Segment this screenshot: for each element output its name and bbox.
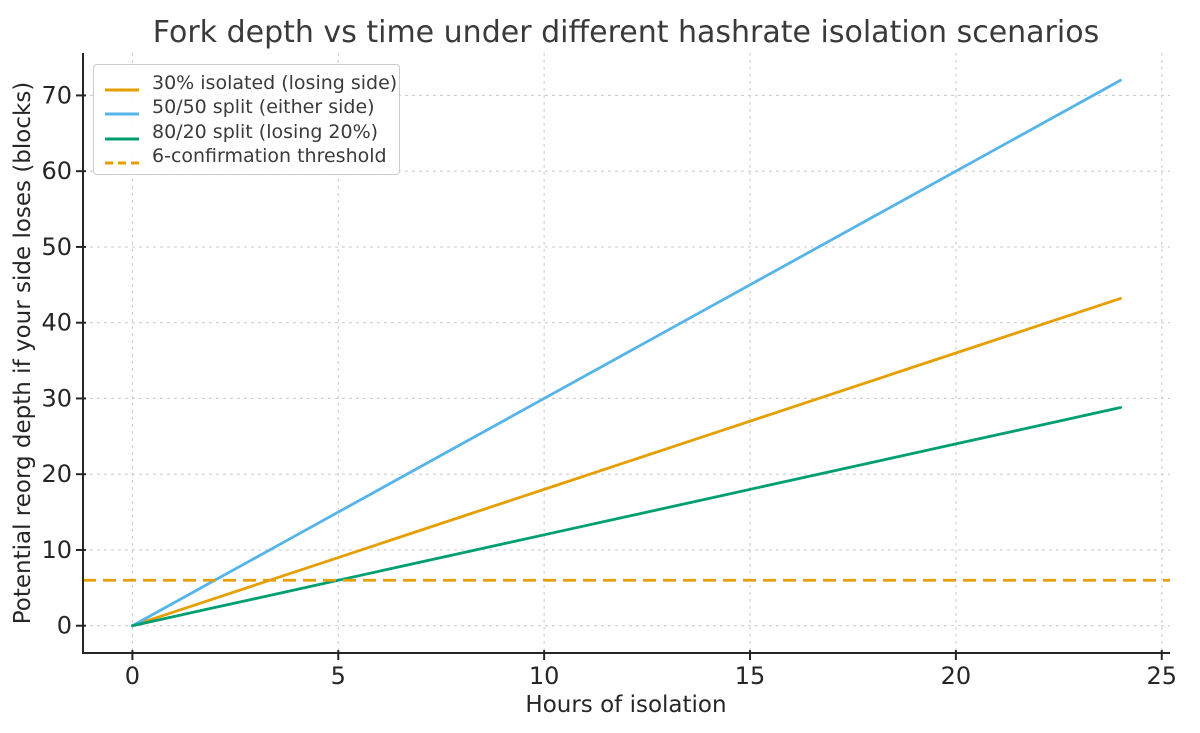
- x-tick-label: 5: [331, 662, 346, 690]
- legend-item: 30% isolated (losing side): [105, 71, 397, 95]
- y-tick-label: 70: [41, 81, 72, 109]
- y-tick-label: 0: [57, 612, 72, 640]
- legend-label: 50/50 split (either side): [152, 96, 375, 119]
- legend-label: 80/20 split (losing 20%): [152, 120, 379, 143]
- chart-title: Fork depth vs time under different hashr…: [153, 15, 1099, 50]
- x-tick-label: 25: [1146, 662, 1177, 690]
- y-axis-label: Potential reorg depth if your side loses…: [10, 82, 36, 625]
- x-tick-label: 20: [941, 662, 972, 690]
- x-tick-label: 0: [125, 662, 140, 690]
- legend-dashed-line-swatch: [105, 152, 139, 165]
- y-tick-label: 40: [41, 309, 72, 337]
- series-line: [131, 406, 1122, 628]
- legend-line-swatch: [105, 79, 139, 92]
- legend-line-swatch: [105, 128, 139, 141]
- legend-item: 50/50 split (either side): [105, 95, 388, 119]
- y-tick-label: 30: [41, 384, 72, 412]
- x-axis-label: Hours of isolation: [525, 692, 726, 718]
- series-line: [131, 297, 1122, 628]
- chart-legend: 30% isolated (losing side) 50/50 split (e…: [93, 64, 400, 175]
- y-tick-label: 20: [41, 460, 72, 488]
- legend-item: 80/20 split (losing 20%): [105, 120, 388, 144]
- y-tick-label: 10: [41, 536, 72, 564]
- legend-line-swatch: [105, 103, 139, 116]
- series-layer: [83, 78, 1170, 628]
- x-tick-label: 15: [735, 662, 766, 690]
- y-tick-label: 60: [41, 157, 72, 185]
- series-line: [131, 78, 1122, 628]
- legend-item: 6-confirmation threshold: [105, 144, 388, 168]
- y-tick-label: 50: [41, 233, 72, 261]
- x-tick-label: 10: [529, 662, 560, 690]
- axes-layer: 0 5 10 15 20 25 0 10 20 30 40 50 60 70: [41, 53, 1177, 690]
- legend-label: 30% isolated (losing side): [152, 72, 398, 94]
- legend-label: 6-confirmation threshold: [152, 144, 387, 167]
